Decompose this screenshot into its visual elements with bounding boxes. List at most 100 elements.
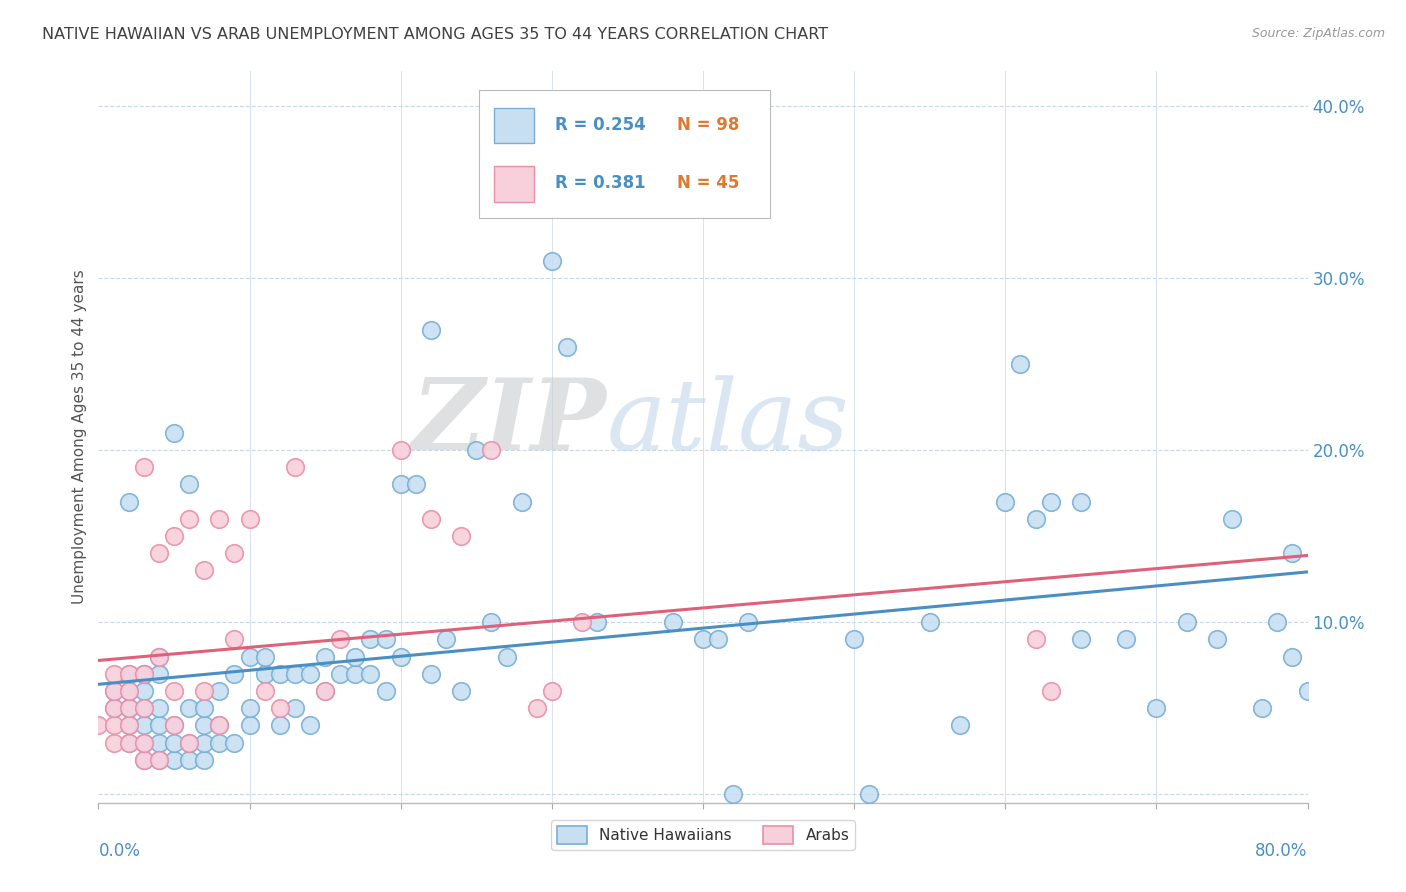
Point xyxy=(1024,632,1046,647)
Point xyxy=(284,666,307,681)
Point xyxy=(314,684,336,698)
Point xyxy=(994,494,1017,508)
Point xyxy=(723,787,745,801)
Point xyxy=(284,460,307,475)
Point xyxy=(1251,701,1274,715)
Point xyxy=(1010,357,1032,371)
Point xyxy=(224,632,246,647)
Point xyxy=(269,718,291,732)
Point xyxy=(148,649,170,664)
Point xyxy=(118,684,141,698)
Point xyxy=(132,753,155,767)
Point xyxy=(193,701,215,715)
Point xyxy=(103,684,125,698)
Point xyxy=(269,701,291,715)
Point xyxy=(224,546,246,560)
Point xyxy=(420,322,443,336)
Point xyxy=(299,666,322,681)
Point xyxy=(253,666,276,681)
Point xyxy=(87,718,110,732)
Point xyxy=(1267,615,1289,629)
Point xyxy=(389,442,412,457)
Point xyxy=(148,718,170,732)
Point xyxy=(405,477,427,491)
Point xyxy=(420,666,443,681)
Point xyxy=(118,701,141,715)
Point xyxy=(163,529,186,543)
Point xyxy=(163,684,186,698)
Point xyxy=(1070,632,1092,647)
Point xyxy=(1175,615,1198,629)
Point xyxy=(360,632,382,647)
Point xyxy=(269,666,291,681)
Y-axis label: Unemployment Among Ages 35 to 44 years: Unemployment Among Ages 35 to 44 years xyxy=(72,269,87,605)
Point xyxy=(571,615,593,629)
Point xyxy=(103,684,125,698)
Point xyxy=(1281,546,1303,560)
Point xyxy=(1144,701,1167,715)
Text: ZIP: ZIP xyxy=(412,375,606,471)
Point xyxy=(224,666,246,681)
Point xyxy=(314,649,336,664)
Point xyxy=(389,649,412,664)
Point xyxy=(661,615,683,629)
Point xyxy=(163,718,186,732)
Point xyxy=(239,701,262,715)
Point xyxy=(253,684,276,698)
Point xyxy=(344,649,367,664)
Point xyxy=(1115,632,1137,647)
Point xyxy=(103,666,125,681)
Point xyxy=(103,701,125,715)
Point xyxy=(208,512,231,526)
Point xyxy=(420,512,443,526)
Point xyxy=(118,718,141,732)
Point xyxy=(299,718,322,732)
Point xyxy=(163,735,186,749)
Point xyxy=(586,615,609,629)
Point xyxy=(1206,632,1229,647)
Point xyxy=(193,753,215,767)
Point xyxy=(1220,512,1243,526)
Point xyxy=(450,684,472,698)
Point xyxy=(132,666,155,681)
Point xyxy=(148,701,170,715)
Point xyxy=(858,787,880,801)
Point xyxy=(510,494,533,508)
Point xyxy=(132,701,155,715)
Point xyxy=(1024,512,1046,526)
Point xyxy=(239,718,262,732)
Point xyxy=(179,753,201,767)
Text: NATIVE HAWAIIAN VS ARAB UNEMPLOYMENT AMONG AGES 35 TO 44 YEARS CORRELATION CHART: NATIVE HAWAIIAN VS ARAB UNEMPLOYMENT AMO… xyxy=(42,27,828,42)
Point xyxy=(103,735,125,749)
Point xyxy=(132,460,155,475)
Point xyxy=(132,684,155,698)
Point xyxy=(707,632,730,647)
Point xyxy=(1039,684,1062,698)
Point xyxy=(163,718,186,732)
Point xyxy=(540,684,562,698)
Point xyxy=(132,701,155,715)
Point xyxy=(344,666,367,681)
Point xyxy=(193,718,215,732)
Point xyxy=(148,546,170,560)
Point xyxy=(163,425,186,440)
Point xyxy=(737,615,759,629)
Text: 80.0%: 80.0% xyxy=(1256,842,1308,860)
Point xyxy=(118,701,141,715)
Point xyxy=(465,442,488,457)
Point xyxy=(208,718,231,732)
Point xyxy=(374,632,396,647)
Point xyxy=(118,701,141,715)
Point xyxy=(193,735,215,749)
Point xyxy=(179,735,201,749)
Point xyxy=(132,735,155,749)
Point xyxy=(949,718,972,732)
Point xyxy=(1070,494,1092,508)
Point xyxy=(555,340,578,354)
Point xyxy=(163,753,186,767)
Point xyxy=(118,666,141,681)
Point xyxy=(526,701,548,715)
Point xyxy=(148,649,170,664)
Point xyxy=(481,615,503,629)
Point xyxy=(208,718,231,732)
